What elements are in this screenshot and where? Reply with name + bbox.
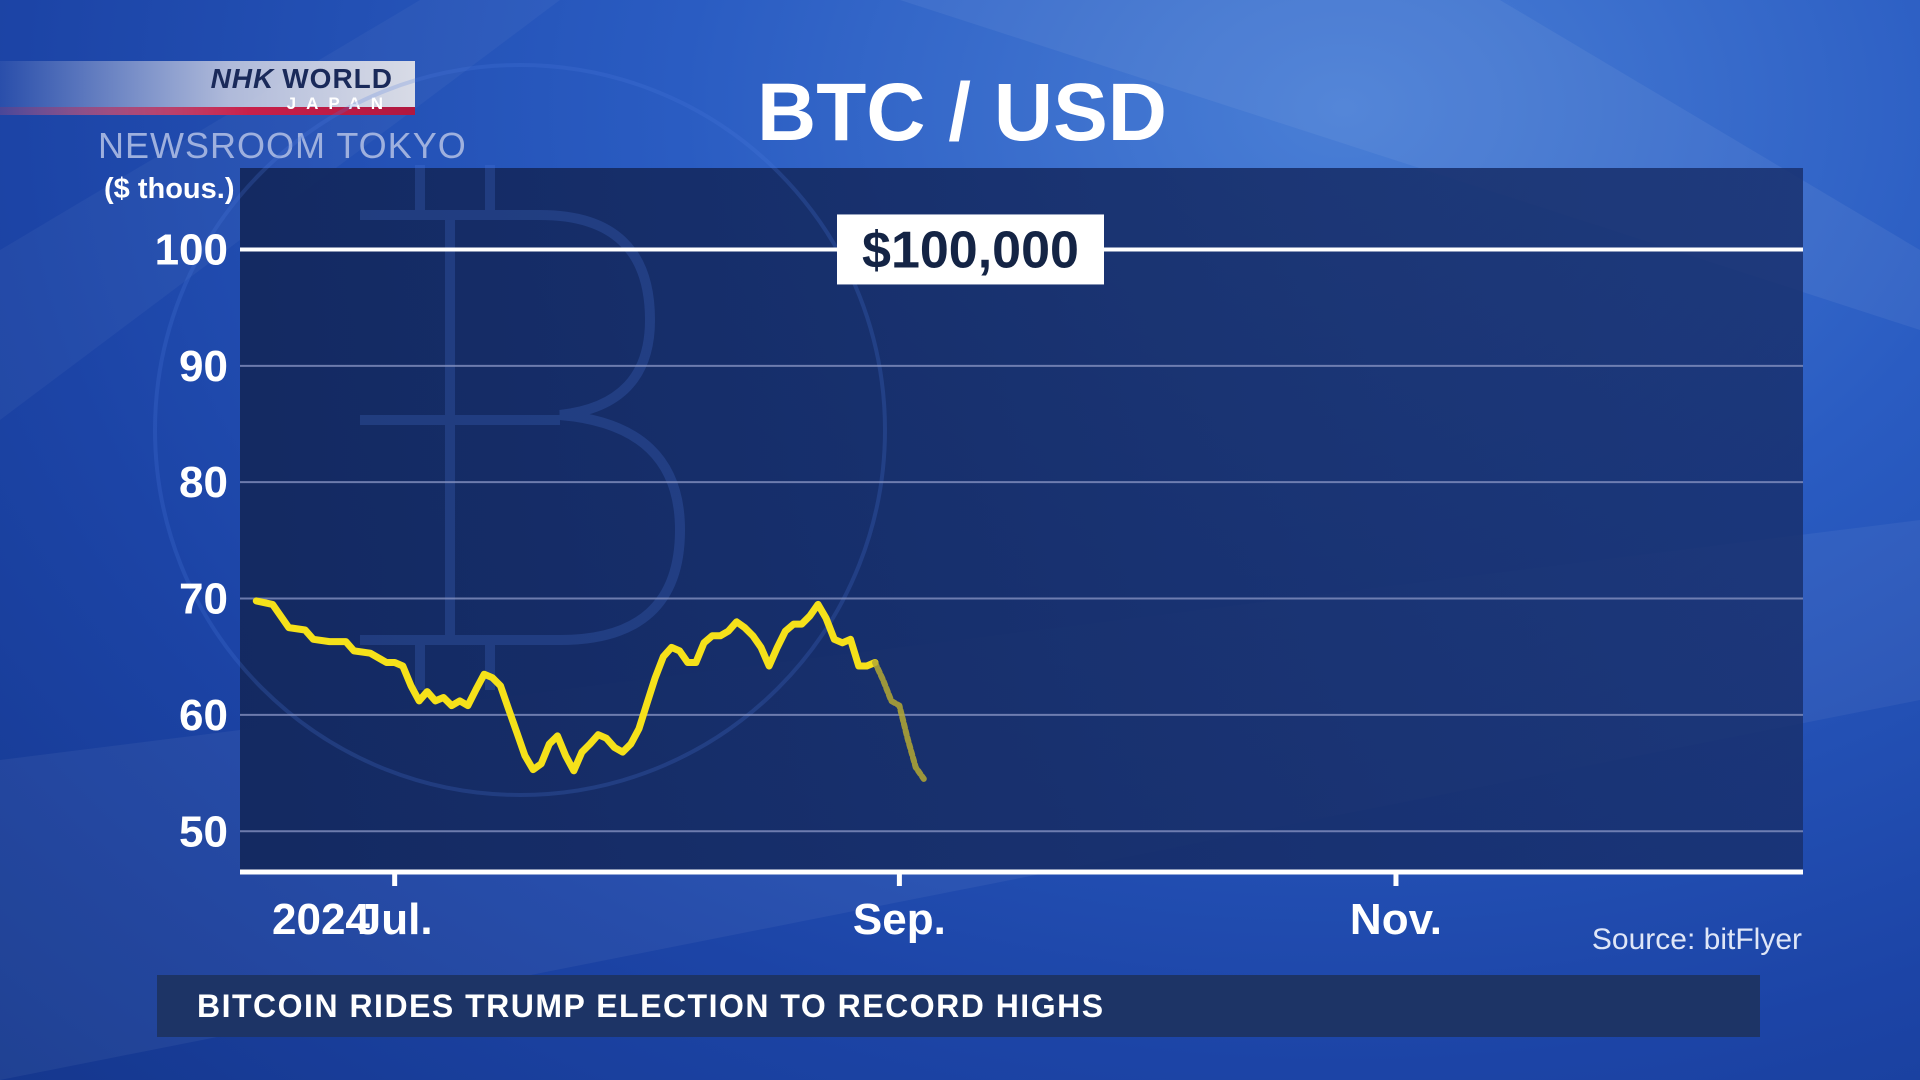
y-tick-label-90: 90 [179, 342, 228, 391]
y-axis-unit-label: ($ thous.) [104, 173, 235, 205]
chart-title-text: BTC / USD [757, 67, 1167, 158]
ticker-headline: BITCOIN RIDES TRUMP ELECTION TO RECORD H… [197, 988, 1105, 1024]
news-ticker: BITCOIN RIDES TRUMP ELECTION TO RECORD H… [157, 975, 1760, 1037]
source-credit: Source: bitFlyer [1591, 923, 1802, 956]
chart-title: BTC / USD [0, 66, 1920, 160]
nhk-world-logo: NHK WORLD JAPAN [0, 61, 415, 115]
y-tick-label-70: 70 [179, 575, 228, 624]
logo-world-text: WORLD [282, 63, 393, 94]
program-name: NEWSROOM TOKYO [98, 125, 467, 166]
plot-area [240, 168, 1803, 872]
y-tick-label-100: 100 [155, 225, 228, 274]
logo-nhk-text: NHK [210, 63, 275, 94]
x-year-label: 2024 [272, 895, 370, 944]
x-tick-label-nov: Nov. [1350, 895, 1442, 944]
logo-japan-text: JAPAN [286, 94, 393, 113]
x-tick-label-jul: Jul. [357, 895, 433, 944]
y-tick-label-50: 50 [179, 807, 228, 856]
reference-label-text: $100,000 [862, 221, 1079, 279]
y-tick-label-60: 60 [179, 691, 228, 740]
reference-label-box [837, 214, 1104, 285]
btc-price-line-tail [872, 659, 927, 782]
x-tick-label-sep: Sep. [853, 895, 946, 944]
y-tick-label-80: 80 [179, 458, 228, 507]
btc-price-line [252, 597, 879, 775]
